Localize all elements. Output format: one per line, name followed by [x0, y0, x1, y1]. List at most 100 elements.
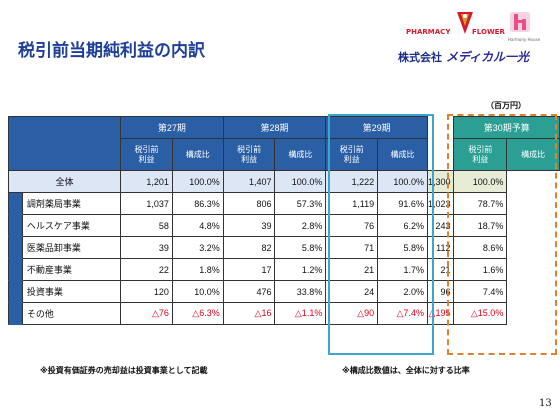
period-header: 第27期	[120, 116, 224, 139]
cell-profit: 39	[222, 214, 276, 237]
row-label: 医薬品卸事業	[21, 236, 122, 259]
table-body: 全体 1,201 100.0% 1,407 100.0% 1,222 100.0% 1,300…	[7, 170, 560, 325]
cell-ratio: 100.0%	[377, 170, 428, 193]
cell-ratio: 4.8%	[171, 214, 224, 237]
table-row: その他 △76 △6.3% △16 △1.1% △90 △7.4% △195 △15.0%	[8, 302, 560, 325]
cell-ratio: 3.2%	[171, 236, 224, 259]
cell-ratio: 5.8%	[377, 236, 428, 259]
row-indent	[8, 236, 23, 259]
col-header-profit: 税引前 利益	[222, 138, 276, 171]
cell-ratio: 91.6%	[377, 192, 428, 215]
cell-ratio: 1.8%	[171, 258, 224, 281]
cell-profit: 120	[120, 280, 173, 303]
cell-profit: 82	[222, 236, 276, 259]
harmony-house-icon	[510, 12, 530, 32]
cell-profit: 1,023	[426, 192, 455, 215]
company-logo: PHARMACY FLOWER Harmony House 株式会社 メディカル…	[398, 6, 548, 66]
row-indent	[8, 192, 23, 215]
period-header: 第29期	[325, 116, 428, 139]
cell-profit: 1,119	[325, 192, 379, 215]
cell-profit: 806	[222, 192, 276, 215]
cell-ratio: 5.8%	[274, 236, 327, 259]
cell-ratio: 1.7%	[377, 258, 428, 281]
row-label: その他	[21, 302, 122, 325]
logo-pharmacy-text: PHARMACY	[406, 28, 451, 36]
company-brand: メディカル一光	[445, 50, 530, 64]
row-indent	[8, 214, 23, 237]
cell-profit: 1,037	[120, 192, 173, 215]
cell-profit: 21	[325, 258, 379, 281]
cell-ratio: △1.1%	[274, 302, 327, 325]
cell-profit: 58	[120, 214, 173, 237]
cell-profit: 243	[426, 214, 455, 237]
cell-profit: △90	[325, 302, 379, 325]
cell-ratio: △6.3%	[171, 302, 224, 325]
table-row: ヘルスケア事業 58 4.8% 39 2.8% 76 6.2% 243 18.7%	[8, 214, 560, 237]
cell-profit: 71	[325, 236, 379, 259]
cell-profit: 1,201	[120, 170, 173, 193]
col-header-ratio: 構成比	[506, 138, 560, 171]
col-header-profit: 税引前 利益	[325, 138, 379, 171]
cell-ratio: 2.0%	[377, 280, 428, 303]
cell-ratio: 6.2%	[377, 214, 428, 237]
flower-logo-icon	[457, 12, 473, 34]
col-header-ratio: 構成比	[377, 138, 428, 171]
logo-flower-text: FLOWER	[472, 28, 505, 36]
table-row: 不動産事業 22 1.8% 17 1.2% 21 1.7% 21 1.6%	[8, 258, 560, 281]
cell-profit: 1,222	[325, 170, 379, 193]
column-gap	[427, 116, 454, 171]
unit-label: （百万円）	[486, 101, 526, 110]
cell-ratio: 78.7%	[453, 192, 508, 215]
table-corner	[7, 116, 122, 171]
cell-profit: △195	[426, 302, 455, 325]
col-header-profit: 税引前 利益	[453, 138, 508, 171]
row-indent	[8, 280, 23, 303]
row-indent	[8, 302, 23, 325]
cell-profit: 24	[325, 280, 379, 303]
cell-ratio: 33.8%	[274, 280, 327, 303]
cell-profit: 22	[120, 258, 173, 281]
page-title: 税引前当期純利益の内訳	[18, 41, 205, 61]
cell-ratio: 100.0%	[171, 170, 224, 193]
cell-ratio: 86.3%	[171, 192, 224, 215]
cell-profit: 1,300	[426, 170, 455, 193]
table-row-total: 全体 1,201 100.0% 1,407 100.0% 1,222 100.0% 1,300…	[7, 170, 560, 193]
row-label: ヘルスケア事業	[21, 214, 122, 237]
row-label: 投資事業	[21, 280, 122, 303]
page-number: 13	[539, 398, 552, 409]
cell-ratio: 100.0%	[453, 170, 508, 193]
table-row: 投資事業 120 10.0% 476 33.8% 24 2.0% 96 7.4%	[8, 280, 560, 303]
cell-ratio: 1.2%	[274, 258, 327, 281]
cell-ratio: 57.3%	[274, 192, 327, 215]
row-label: 全体	[7, 170, 122, 193]
row-label: 不動産事業	[21, 258, 122, 281]
cell-profit: 96	[426, 280, 455, 303]
cell-ratio: 1.6%	[453, 258, 508, 281]
row-label: 調剤薬局事業	[21, 192, 122, 215]
cell-profit: 21	[426, 258, 455, 281]
cell-ratio: 7.4%	[453, 280, 508, 303]
row-indent	[8, 258, 23, 281]
cell-profit: 112	[426, 236, 455, 259]
cell-ratio: △15.0%	[453, 302, 508, 325]
cell-profit: 17	[222, 258, 276, 281]
footnote-investment: ※投資有価証券の売却益は投資事業として記載	[40, 366, 208, 375]
cell-ratio: △7.4%	[377, 302, 428, 325]
period-header: 第30期予算	[453, 116, 560, 139]
cell-ratio: 8.6%	[453, 236, 508, 259]
logo-harmony-text: Harmony House	[508, 37, 541, 42]
cell-ratio: 100.0%	[274, 170, 327, 193]
cell-profit: △16	[222, 302, 276, 325]
cell-profit: 476	[222, 280, 276, 303]
company-prefix: 株式会社	[398, 51, 442, 64]
cell-profit: △76	[120, 302, 173, 325]
table-row: 医薬品卸事業 39 3.2% 82 5.8% 71 5.8% 112 8.6%	[8, 236, 560, 259]
cell-profit: 1,407	[222, 170, 276, 193]
company-name: 株式会社 メディカル一光	[398, 48, 529, 65]
table-row: 調剤薬局事業 1,037 86.3% 806 57.3% 1,119 91.6% 1,023 7…	[8, 192, 560, 215]
col-header-ratio: 構成比	[171, 138, 224, 171]
cell-ratio: 18.7%	[453, 214, 508, 237]
profit-breakdown-table: 第27期 第28期 第29期 第30期予算 税引前 利益 構成比 税引前 利益 …	[7, 116, 560, 325]
cell-profit: 76	[325, 214, 379, 237]
cell-ratio: 2.8%	[274, 214, 327, 237]
